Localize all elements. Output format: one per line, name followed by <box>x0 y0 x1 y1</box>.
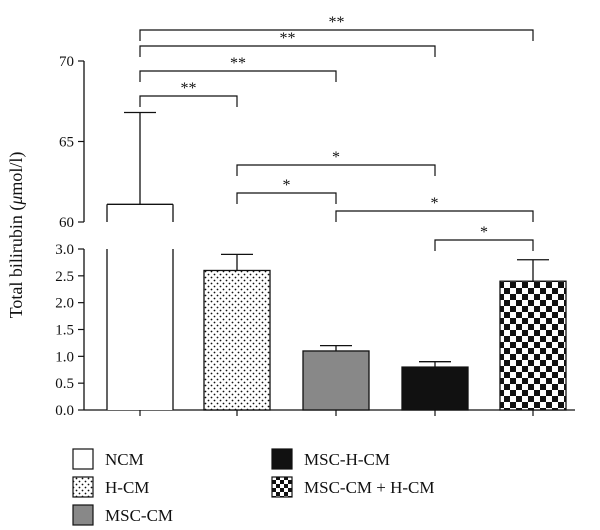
legend-label: MSC-CM <box>105 506 173 525</box>
bar-msc-cm-h-cm <box>499 280 567 411</box>
legend-swatch <box>72 448 94 470</box>
y-tick-label: 2.5 <box>55 269 74 285</box>
y-tick-label: 70 <box>59 54 74 70</box>
significance-bracket <box>139 70 337 82</box>
legend-label: MSC-H-CM <box>304 450 390 469</box>
significance-brackets: ************ <box>139 14 534 251</box>
significance-bracket <box>139 95 238 107</box>
y-tick-label: 2.0 <box>55 296 74 312</box>
significance-bracket <box>139 45 436 57</box>
significance-label: * <box>283 177 291 194</box>
legend-label: MSC-CM + H-CM <box>304 478 435 497</box>
legend-swatch <box>72 504 94 526</box>
significance-label: * <box>480 224 488 241</box>
significance-label: * <box>431 195 439 212</box>
significance-bracket <box>335 210 534 222</box>
y-tick-label: 1.0 <box>55 349 74 365</box>
significance-label: ** <box>280 30 296 47</box>
bars <box>106 111 567 411</box>
y-tick-label: 0.5 <box>55 376 74 392</box>
legend-swatch <box>271 448 293 470</box>
significance-label: * <box>332 149 340 166</box>
significance-label: ** <box>329 14 345 31</box>
bar-msc-cm <box>302 350 370 411</box>
legend-swatch <box>271 476 293 498</box>
bar-ncm-upper <box>107 204 173 222</box>
y-tick-label: 65 <box>59 135 74 151</box>
legend-swatch <box>72 476 94 498</box>
significance-bracket <box>236 164 436 176</box>
significance-label: ** <box>181 80 197 97</box>
significance-label: ** <box>230 55 246 72</box>
bar-msc-h-cm <box>401 366 469 411</box>
legend-label: NCM <box>105 450 144 469</box>
bar-ncm-lower <box>107 249 173 410</box>
y-tick-label: 60 <box>59 215 74 231</box>
bar-h-cm <box>203 269 271 411</box>
y-axis-label: Total bilirubin (μmol/l) <box>6 152 27 319</box>
y-tick-label: 1.5 <box>55 323 74 339</box>
significance-bracket <box>139 29 534 41</box>
significance-bracket <box>434 239 534 251</box>
y-tick-label: 0.0 <box>55 403 74 419</box>
legend-label: H-CM <box>105 478 149 497</box>
legend: NCM H-CM MSC-CM MSC-H-CM MSC-CM + H-CM <box>72 448 435 526</box>
y-tick-label: 3.0 <box>55 242 74 258</box>
significance-bracket <box>236 192 337 204</box>
